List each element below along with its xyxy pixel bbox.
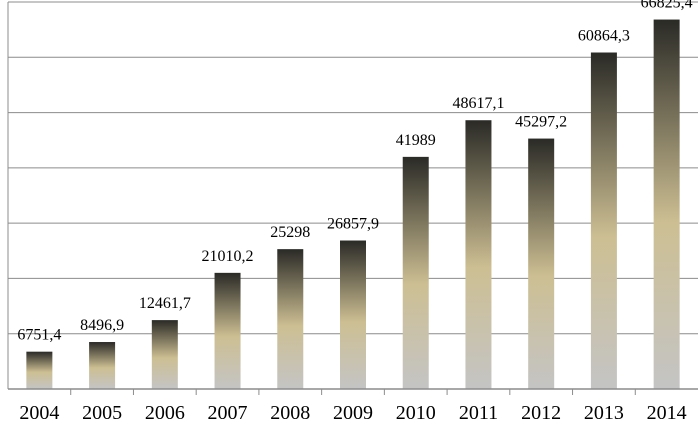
x-tick-label-2007: 2007 <box>208 402 248 424</box>
bar-2005 <box>89 342 116 389</box>
data-label-2013: 60864,3 <box>578 28 630 45</box>
x-tick-label-2004: 2004 <box>19 402 59 424</box>
data-label-2014: 66825,4 <box>641 0 693 12</box>
x-tick-label-2008: 2008 <box>270 402 310 424</box>
bar-2010 <box>402 156 429 389</box>
bars <box>26 19 680 390</box>
bar-2009 <box>340 240 366 389</box>
bar-2004 <box>26 351 53 389</box>
x-axis <box>7 2 698 395</box>
x-tick-labels: 2004 2005 2006 2007 2008 2009 2010 2011 2012 2013… <box>19 402 686 424</box>
bar-2011 <box>465 120 492 389</box>
data-label-2012: 45297,2 <box>515 114 567 131</box>
x-tick-label-2009: 2009 <box>333 402 373 424</box>
data-label-2004: 6751,4 <box>17 327 61 344</box>
x-tick-label-2012: 2012 <box>521 402 561 424</box>
x-tick-label-2013: 2013 <box>584 402 624 424</box>
bar-2013 <box>590 52 617 389</box>
data-labels: 6751,4 8496,9 12461,7 21010,2 25298 26857,9 41… <box>17 0 692 344</box>
data-label-2005: 8496,9 <box>80 317 124 334</box>
x-tick-label-2014: 2014 <box>647 402 687 424</box>
bar-2007 <box>214 272 241 389</box>
data-label-2009: 26857,9 <box>327 216 379 233</box>
data-label-2008: 25298 <box>270 224 310 241</box>
x-tick-label-2010: 2010 <box>396 402 436 424</box>
data-label-2006: 12461,7 <box>139 295 191 312</box>
x-tick-label-2011: 2011 <box>459 402 498 424</box>
gridlines <box>8 1 698 335</box>
data-label-2010: 41989 <box>396 132 436 149</box>
bar-2012 <box>528 138 555 389</box>
bar-2014 <box>653 19 680 390</box>
bar-2008 <box>277 249 304 389</box>
data-label-2011: 48617,1 <box>452 95 504 112</box>
x-tick-label-2005: 2005 <box>82 402 122 424</box>
data-label-2007: 21010,2 <box>202 248 254 265</box>
bar-2006 <box>151 320 178 389</box>
x-tick-label-2006: 2006 <box>145 402 185 424</box>
